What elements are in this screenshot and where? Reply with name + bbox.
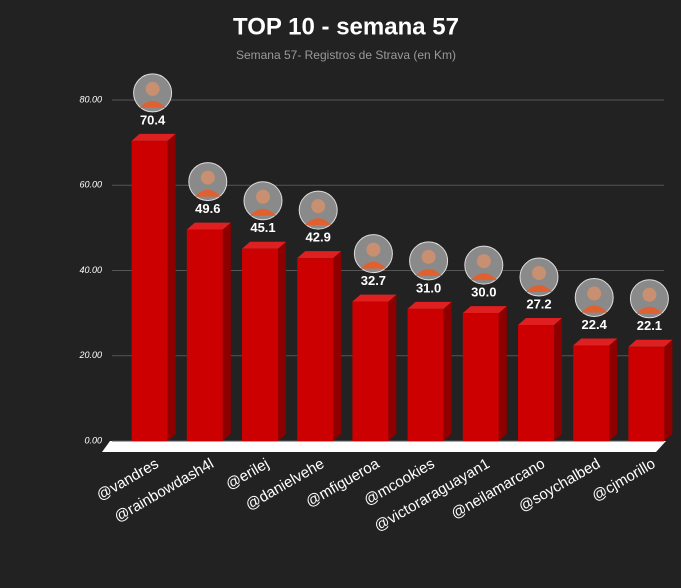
avatar-head: [587, 286, 602, 301]
bar-side: [278, 241, 286, 441]
y-tick-label: 0.00: [84, 435, 102, 445]
bar-front: [352, 301, 389, 441]
floor: [102, 441, 666, 452]
bar-top: [242, 241, 286, 249]
bar-side: [664, 339, 673, 441]
bar: [573, 338, 618, 441]
bar-front: [186, 229, 223, 441]
avatar-head: [642, 287, 657, 302]
avatar-body: [415, 268, 442, 276]
bar-front: [407, 308, 444, 441]
bar-top: [131, 133, 176, 141]
avatar-body: [305, 218, 332, 226]
avatar-body: [194, 189, 221, 197]
bar: [242, 241, 286, 441]
bar-front: [131, 140, 168, 442]
bar-side: [554, 318, 562, 441]
avatar-body: [581, 305, 608, 313]
bar-front: [573, 345, 610, 441]
avatar-head: [421, 249, 436, 264]
y-tick-label: 20.00: [78, 350, 102, 360]
value-label: 31.0: [416, 280, 441, 295]
value-label: 22.1: [637, 318, 662, 333]
avatar-head: [532, 266, 546, 281]
y-tick-label: 80.00: [79, 94, 102, 104]
bar-top: [352, 294, 397, 302]
bar-front: [242, 248, 278, 441]
bar: [131, 133, 176, 442]
bar-front: [297, 258, 334, 441]
bar-front: [628, 346, 665, 441]
value-label: 27.2: [526, 296, 551, 311]
bar: [407, 301, 452, 441]
bar-top: [518, 318, 562, 326]
bar-front: [518, 325, 554, 441]
avatar-head: [311, 199, 326, 214]
bar: [518, 318, 562, 441]
avatar-head: [476, 254, 491, 269]
bar-side: [498, 306, 507, 441]
avatar-body: [139, 100, 166, 108]
bar: [186, 222, 231, 441]
bar: [352, 294, 397, 441]
avatar-body: [636, 306, 663, 314]
avatar-head: [366, 242, 381, 257]
bar-top: [297, 251, 342, 259]
avatar-head: [200, 170, 215, 185]
bar-side: [333, 251, 342, 441]
value-label: 30.0: [471, 285, 496, 300]
avatar-body: [250, 208, 276, 216]
value-label: 42.9: [306, 230, 331, 245]
avatar-head: [256, 189, 270, 204]
avatar-body: [470, 273, 497, 281]
value-label: 49.6: [195, 201, 220, 216]
bar-top: [462, 306, 507, 314]
value-label: 45.1: [250, 220, 275, 235]
value-label: 70.4: [140, 112, 166, 127]
bar-side: [388, 294, 397, 441]
bar-side: [609, 338, 618, 441]
bar-side: [222, 222, 231, 441]
bar-side: [167, 133, 176, 442]
bar-top: [628, 339, 673, 347]
bar: [628, 339, 673, 441]
avatar-body: [526, 285, 552, 293]
bar: [297, 251, 342, 441]
y-tick-label: 40.00: [79, 265, 102, 275]
avatar-head: [145, 81, 160, 96]
bar-top: [186, 222, 231, 230]
bar: [462, 306, 507, 441]
bar-side: [443, 301, 452, 441]
value-label: 22.4: [582, 317, 608, 332]
bar-top: [407, 301, 452, 309]
y-tick-label: 60.00: [79, 180, 102, 190]
bar-top: [573, 338, 618, 346]
value-label: 32.7: [361, 273, 386, 288]
chart-subtitle: Semana 57- Registros de Strava (en Km): [236, 48, 456, 62]
chart-title: TOP 10 - semana 57: [233, 13, 459, 40]
avatar-body: [360, 261, 387, 269]
bar-front: [462, 313, 499, 441]
